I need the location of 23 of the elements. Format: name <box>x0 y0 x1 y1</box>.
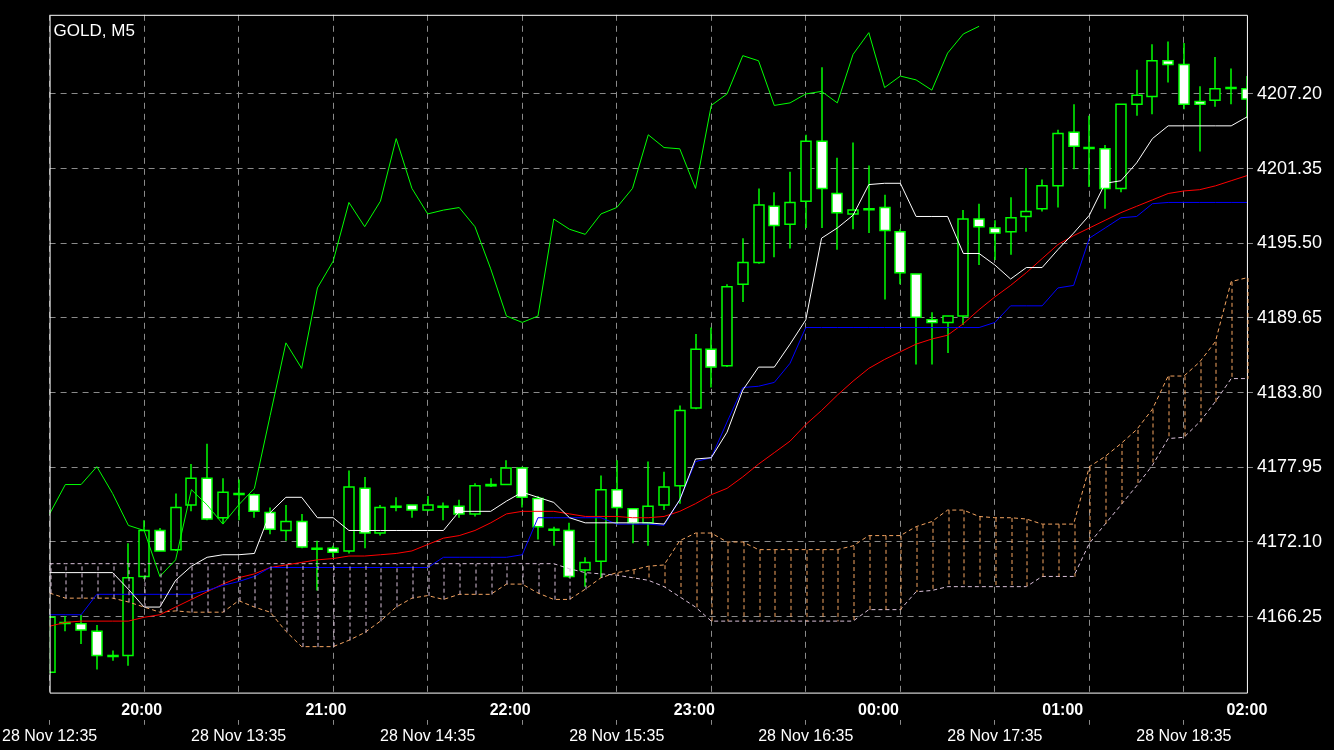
x-tick-label: 28 Nov 15:35 <box>569 726 665 744</box>
x-tick-label: 28 Nov 14:35 <box>380 726 476 744</box>
y-tick-label: 4172.10 <box>1256 530 1323 551</box>
y-tick-label: 4177.95 <box>1256 456 1323 477</box>
y-tick-label: 4183.80 <box>1256 381 1323 402</box>
x2-tick-label: 23:00 <box>673 700 715 718</box>
x-tick-label: 28 Nov 18:35 <box>1136 726 1232 744</box>
y-tick-label: 4207.20 <box>1256 82 1323 103</box>
x-tick-label: 28 Nov 17:35 <box>947 726 1043 744</box>
x-tick-label: 28 Nov 16:35 <box>758 726 854 744</box>
y-tick-label: 4201.35 <box>1256 157 1323 178</box>
y-tick-label: 4189.65 <box>1256 306 1323 327</box>
x-tick-label: 28 Nov 13:35 <box>191 726 287 744</box>
x2-tick-label: 02:00 <box>1226 700 1268 718</box>
x2-tick-label: 22:00 <box>489 700 531 718</box>
x2-tick-label: 00:00 <box>858 700 900 718</box>
chart-title: GOLD, M5 <box>53 20 135 40</box>
x2-tick-label: 01:00 <box>1042 700 1084 718</box>
x-tick-label: 28 Nov 12:35 <box>2 726 98 744</box>
x2-tick-label: 21:00 <box>305 700 347 718</box>
x2-tick-label: 20:00 <box>121 700 163 718</box>
y-tick-label: 4166.25 <box>1256 605 1323 626</box>
y-tick-label: 4195.50 <box>1256 232 1323 253</box>
